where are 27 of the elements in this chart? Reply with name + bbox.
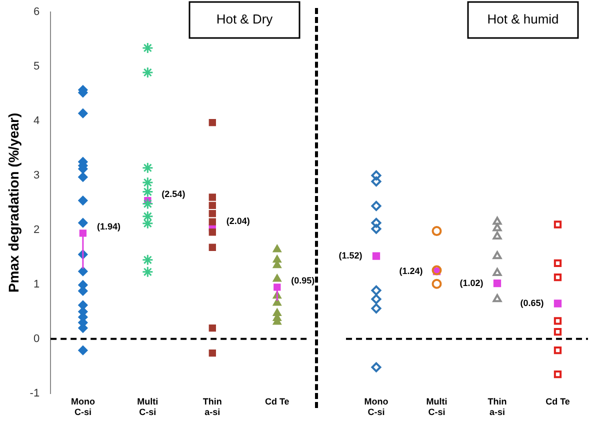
data-label: (1.52) — [338, 250, 362, 261]
x-tick-label: Multi C-si — [137, 396, 158, 418]
chart-title: Hot & humid — [487, 12, 559, 27]
data-label: (0.95) — [291, 276, 315, 286]
x-tick-label: Cd Te — [264, 396, 290, 406]
x-tick-label: Mono C-si — [70, 396, 96, 418]
data-label: (1.02) — [460, 278, 484, 288]
y-tick-label: -1 — [30, 387, 40, 400]
x-tick-label: Multi C-si — [426, 396, 448, 418]
data-label: (2.54) — [162, 189, 186, 200]
chart-title: Hot & Dry — [216, 12, 274, 27]
y-tick-label: 4 — [33, 115, 40, 128]
x-tick-label: Mono C-si — [364, 396, 389, 418]
x-tick-label: Thin a-si — [202, 396, 222, 418]
data-label: (1.24) — [399, 266, 423, 276]
y-tick-label: 1 — [33, 278, 40, 290]
data-label: (1.94) — [96, 222, 120, 232]
data-label: (0.65) — [520, 298, 544, 308]
y-tick-label: 5 — [33, 60, 40, 73]
y-tick-label: 6 — [33, 6, 40, 18]
y-axis-title: Pmax degradation (%/year) — [5, 112, 22, 293]
y-tick-label: 0 — [33, 332, 40, 345]
x-tick-label: Thin a-si — [488, 396, 507, 418]
x-tick-label: Cd Te — [546, 396, 570, 406]
y-tick-label: 2 — [33, 224, 40, 236]
y-tick-label: 3 — [33, 169, 40, 182]
data-label: (2.04) — [226, 216, 250, 226]
